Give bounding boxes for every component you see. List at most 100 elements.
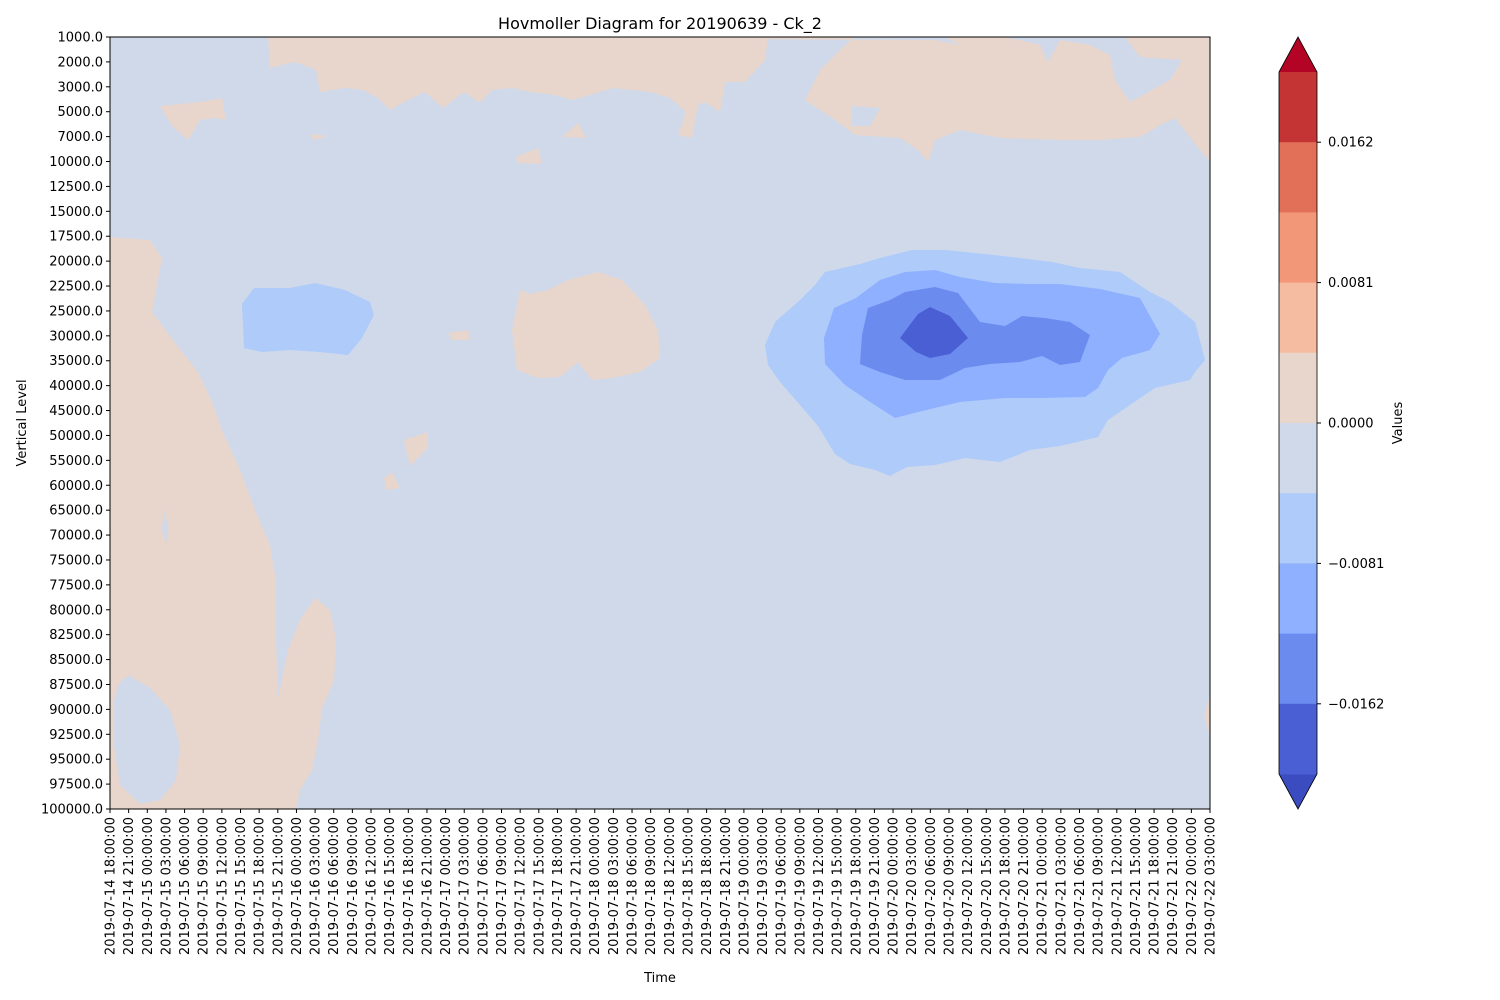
- x-tick-label: 2019-07-16 00:00:00: [290, 817, 305, 955]
- negative-region-notch-1: [852, 106, 880, 126]
- colorbar-swatch: [1279, 563, 1317, 635]
- x-tick-label: 2019-07-21 12:00:00: [1110, 817, 1125, 955]
- y-tick-label: 55000.0: [49, 454, 103, 469]
- colorbar-tick-label: 0.0000: [1328, 417, 1374, 432]
- positive-region-small-1: [404, 432, 428, 466]
- x-tick-label: 2019-07-15 06:00:00: [178, 817, 193, 955]
- y-tick-label: 45000.0: [49, 404, 103, 419]
- x-tick-label: 2019-07-14 21:00:00: [122, 817, 137, 955]
- y-tick-label: 7000.0: [58, 130, 104, 145]
- y-tick-label: 20000.0: [49, 255, 103, 270]
- x-tick-label: 2019-07-15 09:00:00: [197, 817, 212, 955]
- x-axis-label: Time: [643, 971, 676, 986]
- colorbar-extend-min: [1279, 774, 1317, 809]
- x-tick-label: 2019-07-18 15:00:00: [681, 817, 696, 955]
- x-tick-label: 2019-07-19 03:00:00: [756, 817, 771, 955]
- x-tick-label: 2019-07-15 12:00:00: [215, 817, 230, 955]
- x-tick-label: 2019-07-19 21:00:00: [868, 817, 883, 955]
- y-tick-label: 80000.0: [49, 603, 103, 618]
- x-tick-label: 2019-07-20 00:00:00: [887, 817, 902, 955]
- y-tick-label: 65000.0: [49, 504, 103, 519]
- positive-region-small-6: [310, 134, 328, 140]
- x-tick-label: 2019-07-17 03:00:00: [458, 817, 473, 955]
- positive-region-lower-blob: [278, 598, 336, 809]
- x-tick-label: 2019-07-16 06:00:00: [327, 817, 342, 955]
- y-tick-label: 5000.0: [58, 105, 104, 120]
- colorbar-swatch: [1279, 282, 1317, 354]
- y-tick-label: 35000.0: [49, 354, 103, 369]
- negative-region-narrow: [162, 510, 168, 545]
- colorbar: 0.0162 0.0081 0.0000 −0.0081 −0.0162: [1278, 36, 1384, 810]
- x-axis: 2019-07-14 18:00:00 2019-07-14 21:00:00 20…: [104, 809, 1219, 955]
- colorbar-tick-label: 0.0162: [1328, 136, 1374, 151]
- x-tick-label: 2019-07-17 18:00:00: [551, 817, 566, 955]
- x-tick-label: 2019-07-15 18:00:00: [253, 817, 268, 955]
- y-tick-label: 100000.0: [41, 803, 103, 818]
- x-tick-label: 2019-07-21 09:00:00: [1092, 817, 1107, 955]
- negative-region-notch-2: [984, 182, 990, 188]
- plot-area: [109, 36, 1211, 810]
- x-tick-label: 2019-07-16 09:00:00: [346, 817, 361, 955]
- negative-region-inner: [860, 287, 1090, 380]
- x-tick-label: 2019-07-18 06:00:00: [626, 817, 641, 955]
- colorbar-swatch: [1279, 72, 1317, 143]
- x-tick-label: 2019-07-22 03:00:00: [1204, 817, 1219, 955]
- negative-region-left-blob: [242, 283, 374, 355]
- x-tick-label: 2019-07-15 03:00:00: [159, 817, 174, 955]
- positive-region-right-edge: [1204, 695, 1210, 738]
- negative-region-lower-left: [113, 675, 180, 804]
- x-tick-label: 2019-07-20 12:00:00: [961, 817, 976, 955]
- x-tick-label: 2019-07-17 06:00:00: [476, 817, 491, 955]
- y-tick-label: 22500.0: [49, 280, 103, 295]
- x-tick-label: 2019-07-15 21:00:00: [271, 817, 286, 955]
- colorbar-tick-label: −0.0162: [1328, 697, 1384, 712]
- negative-region-upper-left-strip: [138, 132, 152, 162]
- x-tick-label: 2019-07-20 09:00:00: [942, 817, 957, 955]
- x-tick-label: 2019-07-18 09:00:00: [644, 817, 659, 955]
- y-tick-label: 17500.0: [49, 230, 103, 245]
- x-tick-label: 2019-07-20 15:00:00: [980, 817, 995, 955]
- y-tick-label: 10000.0: [49, 155, 103, 170]
- colorbar-tick-label: −0.0081: [1328, 557, 1384, 572]
- y-tick-label: 97500.0: [49, 778, 103, 793]
- y-tick-label: 85000.0: [49, 653, 103, 668]
- y-tick-label: 87500.0: [49, 678, 103, 693]
- x-tick-label: 2019-07-19 00:00:00: [737, 817, 752, 955]
- x-tick-label: 2019-07-21 21:00:00: [1166, 817, 1181, 955]
- positive-region-left-column: [110, 205, 336, 809]
- y-axis-label: Vertical Level: [15, 379, 30, 466]
- x-tick-label: 2019-07-21 00:00:00: [1036, 817, 1051, 955]
- colorbar-swatch: [1279, 703, 1317, 775]
- y-tick-label: 2000.0: [58, 55, 104, 70]
- x-tick-label: 2019-07-20 21:00:00: [1017, 817, 1032, 955]
- x-tick-label: 2019-07-20 18:00:00: [998, 817, 1013, 955]
- positive-region-upper-left-blob: [160, 98, 226, 140]
- x-tick-label: 2019-07-20 06:00:00: [924, 817, 939, 955]
- x-tick-label: 2019-07-17 15:00:00: [532, 817, 547, 955]
- y-tick-label: 1000.0: [58, 31, 104, 46]
- y-tick-label: 15000.0: [49, 205, 103, 220]
- y-tick-label: 12500.0: [49, 180, 103, 195]
- negative-region-core: [900, 307, 968, 358]
- colorbar-outline: [1278, 36, 1318, 810]
- colorbar-tick-label: 0.0081: [1328, 276, 1374, 291]
- y-tick-label: 60000.0: [49, 479, 103, 494]
- x-tick-label: 2019-07-15 15:00:00: [234, 817, 249, 955]
- x-tick-label: 2019-07-18 18:00:00: [700, 817, 715, 955]
- x-tick-label: 2019-07-20 03:00:00: [905, 817, 920, 955]
- colorbar-extend-max: [1279, 37, 1317, 72]
- positive-region-small-5: [562, 123, 586, 138]
- x-tick-label: 2019-07-21 06:00:00: [1073, 817, 1088, 955]
- x-tick-label: 2019-07-14 18:00:00: [104, 817, 119, 955]
- y-tick-label: 30000.0: [49, 329, 103, 344]
- colorbar-swatch: [1279, 493, 1317, 564]
- y-tick-label: 75000.0: [49, 553, 103, 568]
- x-tick-label: 2019-07-19 06:00:00: [775, 817, 790, 955]
- x-tick-label: 2019-07-17 09:00:00: [495, 817, 510, 955]
- colorbar-swatch: [1279, 633, 1317, 705]
- x-tick-label: 2019-07-18 00:00:00: [588, 817, 603, 955]
- colorbar-swatch: [1279, 423, 1317, 494]
- colorbar-swatch: [1279, 352, 1317, 424]
- x-tick-label: 2019-07-17 00:00:00: [439, 817, 454, 955]
- x-tick-label: 2019-07-17 21:00:00: [570, 817, 585, 955]
